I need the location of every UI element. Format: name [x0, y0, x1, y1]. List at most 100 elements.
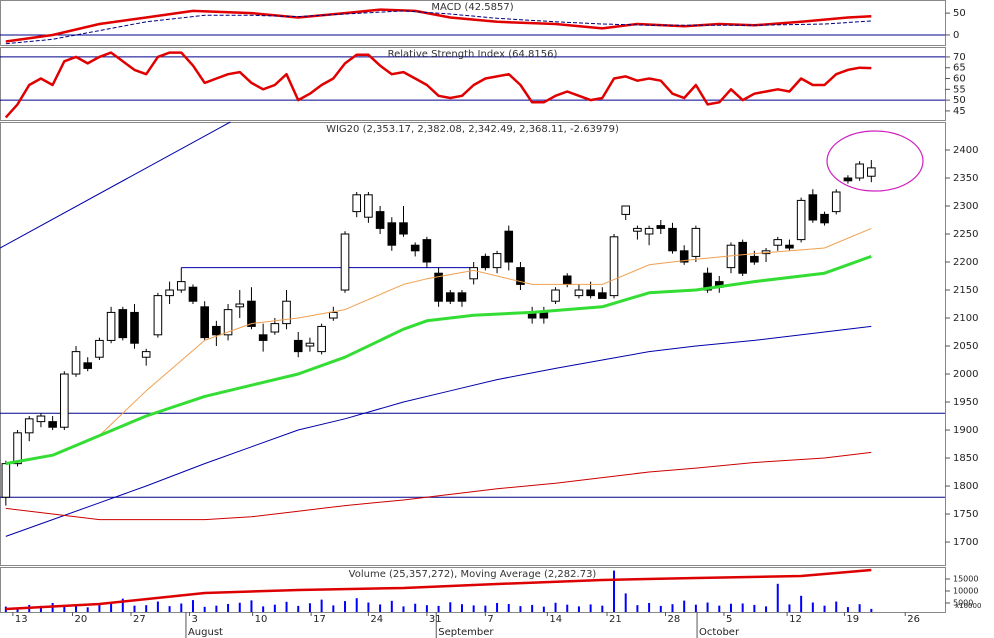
panel-frame [0, 47, 946, 121]
volume-bar [320, 599, 323, 612]
candle-body [773, 239, 783, 246]
candle-body [481, 255, 490, 269]
x-tick-label: 28 [667, 614, 680, 625]
volume-bar [601, 605, 604, 612]
candle-body [434, 272, 443, 302]
volume-bar [367, 602, 370, 612]
y-tick-label: 1900 [953, 425, 978, 436]
y-tick-label: 2000 [953, 369, 978, 380]
panel-title: MACD (42.5857) [431, 2, 513, 13]
month-label: September [438, 627, 494, 638]
candle-body [703, 272, 712, 291]
volume-bar [659, 605, 662, 612]
volume-bar [402, 606, 405, 612]
candle-body [200, 306, 209, 339]
candle-body [492, 253, 502, 269]
candle-body [223, 309, 233, 336]
y-tick-label: 55 [953, 84, 966, 95]
x-tick-label: 3 [191, 614, 197, 625]
y-tick-label: 15000 [953, 575, 978, 584]
candle-body [387, 222, 397, 246]
candle-body [340, 233, 350, 291]
volume-bar [554, 602, 557, 612]
volume-bar [577, 606, 580, 612]
candle-body [235, 303, 245, 308]
y-tick-label: 70 [953, 52, 966, 63]
candle-body [118, 309, 128, 339]
candle-body [796, 199, 806, 241]
volume-bar [414, 603, 417, 612]
y-tick-label: 5000 [953, 599, 973, 608]
x-tick-label: 12 [789, 614, 802, 625]
volume-bar [191, 600, 194, 612]
y-tick-label: 2300 [953, 201, 978, 212]
y-tick-label: 1850 [953, 453, 978, 464]
volume-bar [589, 604, 592, 612]
volume-bar [542, 606, 545, 612]
volume-bar [484, 605, 487, 612]
y-tick-label: 50 [953, 8, 966, 19]
volume-bar [858, 604, 861, 612]
candle-body [329, 311, 338, 319]
volume-bar [75, 605, 78, 612]
candle-body [212, 325, 221, 336]
candle-body [60, 373, 69, 428]
volume-bar [811, 602, 814, 612]
candle-body [609, 236, 619, 297]
volume-bar [531, 604, 534, 612]
series-line [5, 254, 872, 466]
candle-body [399, 222, 408, 235]
volume-bar [648, 603, 651, 612]
y-tick-label: 1700 [953, 537, 978, 548]
volume-bar [308, 603, 311, 612]
volume-bar [145, 605, 148, 612]
series-line [5, 227, 872, 465]
volume-bar [227, 603, 230, 612]
trend-line [0, 121, 231, 249]
volume-bar [823, 605, 826, 612]
highlight-ellipse [826, 130, 924, 192]
candle-body [633, 227, 642, 232]
y-tick-label: 1800 [953, 481, 978, 492]
panel-title: Relative Strength Index (64.8156) [388, 49, 558, 60]
candle-body [71, 351, 81, 375]
candle-body [668, 227, 677, 252]
candle-body [422, 239, 432, 263]
candle-body [750, 255, 759, 263]
candle-body [738, 241, 747, 274]
volume-bar [870, 608, 873, 612]
volume-bar [753, 604, 756, 612]
candle-body [855, 163, 864, 179]
candle-body [843, 177, 853, 182]
candle-body [644, 227, 654, 235]
volume-bar [566, 604, 569, 612]
y-tick-label: 10000 [953, 587, 978, 596]
y-tick-label: 60 [953, 74, 966, 85]
panel-title: WIG20 (2,353.17, 2,382.08, 2,342.49, 2,3… [326, 124, 619, 135]
volume-bar [273, 604, 276, 612]
volume-bar [776, 583, 779, 612]
volume-bar [168, 606, 171, 612]
x-tick-label: 17 [313, 614, 326, 625]
candle-body [598, 292, 607, 299]
volume-bar [694, 604, 697, 612]
candle-body [562, 275, 572, 285]
panel-frame [0, 122, 946, 566]
volume-bar [121, 598, 124, 612]
candle-body [831, 191, 841, 213]
volume-bar [800, 595, 803, 612]
series-line [5, 325, 872, 537]
y-tick-label: 2050 [953, 341, 978, 352]
candle-body [282, 300, 291, 325]
volume-bar [449, 602, 452, 612]
volume-bar [285, 601, 288, 612]
candle-body [469, 267, 478, 280]
y-tick-label: 2150 [953, 285, 978, 296]
volume-bar [765, 606, 768, 612]
candle-body [364, 194, 373, 218]
candle-body [375, 211, 385, 229]
volume-bar [63, 606, 66, 612]
candle-body [679, 250, 689, 263]
panel-frame [0, 0, 946, 46]
